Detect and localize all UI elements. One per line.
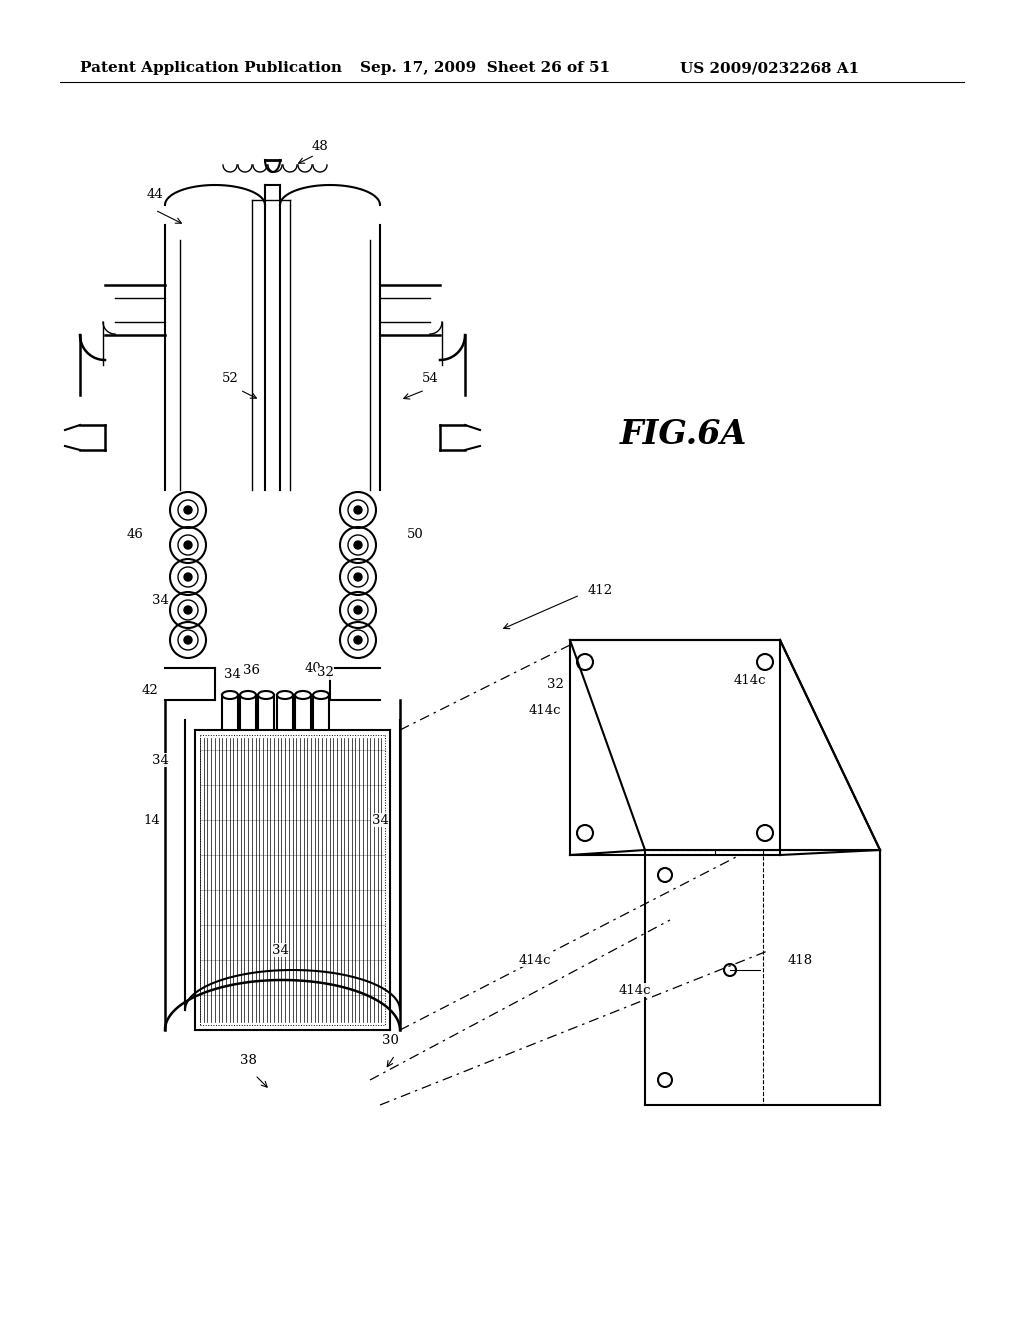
Text: 38: 38	[240, 1053, 256, 1067]
Text: 36: 36	[244, 664, 260, 676]
Text: US 2009/0232268 A1: US 2009/0232268 A1	[680, 61, 859, 75]
Ellipse shape	[278, 690, 293, 700]
Text: 42: 42	[141, 684, 159, 697]
Text: 30: 30	[382, 1034, 398, 1047]
Circle shape	[184, 573, 193, 581]
Text: 32: 32	[316, 667, 334, 680]
Ellipse shape	[313, 690, 329, 700]
Ellipse shape	[295, 690, 311, 700]
Bar	[195, 730, 390, 1030]
Circle shape	[184, 506, 193, 513]
Circle shape	[354, 636, 362, 644]
Text: 44: 44	[146, 189, 164, 202]
Text: 418: 418	[787, 953, 813, 966]
Text: 46: 46	[127, 528, 143, 540]
Text: 52: 52	[221, 371, 239, 384]
Text: 48: 48	[311, 140, 329, 153]
Text: 412: 412	[588, 583, 612, 597]
Text: 414c: 414c	[618, 983, 651, 997]
Text: 414c: 414c	[519, 953, 551, 966]
Text: 32: 32	[547, 678, 563, 692]
Text: Sep. 17, 2009  Sheet 26 of 51: Sep. 17, 2009 Sheet 26 of 51	[360, 61, 610, 75]
Circle shape	[354, 606, 362, 614]
Text: 414c: 414c	[734, 673, 766, 686]
Circle shape	[184, 606, 193, 614]
Text: 34: 34	[271, 944, 289, 957]
Text: 34: 34	[152, 754, 168, 767]
Text: 40: 40	[304, 661, 322, 675]
Circle shape	[354, 506, 362, 513]
Text: Patent Application Publication: Patent Application Publication	[80, 61, 342, 75]
Text: 34: 34	[223, 668, 241, 681]
Ellipse shape	[240, 690, 256, 700]
Text: 34: 34	[152, 594, 168, 606]
Text: FIG.6A: FIG.6A	[620, 418, 748, 451]
Text: 50: 50	[407, 528, 423, 540]
Text: 14: 14	[143, 813, 161, 826]
Text: 54: 54	[422, 371, 438, 384]
Text: 34: 34	[372, 813, 388, 826]
Ellipse shape	[222, 690, 238, 700]
Circle shape	[354, 573, 362, 581]
Circle shape	[184, 541, 193, 549]
Text: 414c: 414c	[528, 704, 561, 717]
Circle shape	[184, 636, 193, 644]
Circle shape	[354, 541, 362, 549]
Ellipse shape	[258, 690, 274, 700]
